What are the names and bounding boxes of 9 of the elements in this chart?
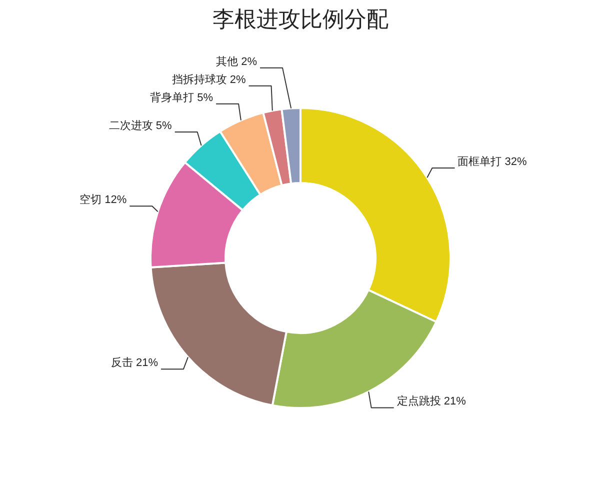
slice-label: 空切 12% [80,193,127,206]
slice-label: 定点跳投 21% [396,394,466,408]
slice-label: 挡拆持球攻 2% [172,72,246,86]
slice-label: 反击 21% [110,356,158,370]
slice-label: 背身单打 5% [150,90,214,104]
chart-title: 李根进攻比例分配 [212,8,388,32]
slice-label: 二次进攻 5% [108,118,172,132]
slice-label: 其他 2% [216,54,258,68]
slice-label: 面框单打 32% [458,154,528,168]
